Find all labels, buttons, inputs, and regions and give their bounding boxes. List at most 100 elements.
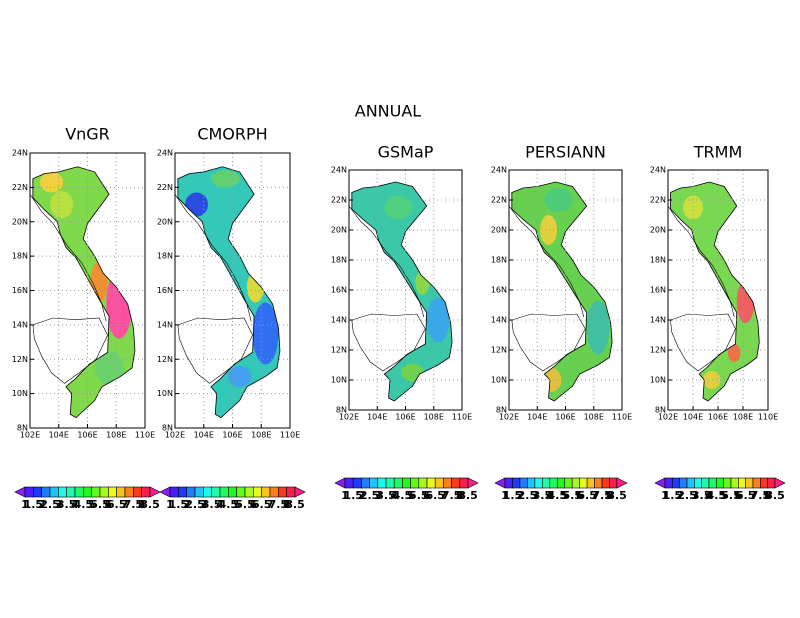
colorbar-box (91, 486, 101, 498)
colorbar-label: 8.5 (458, 489, 478, 502)
y-tick-label: 14N (12, 320, 28, 329)
colorbar-box (344, 477, 354, 489)
y-tick-label: 18N (157, 252, 173, 261)
rain-patch (210, 170, 240, 188)
colorbar-label: 2.5 (677, 489, 697, 502)
rain-patch (541, 368, 562, 392)
country-fill (511, 182, 613, 401)
y-tick-label: 24N (157, 149, 173, 158)
y-tick-label: 16N (491, 286, 507, 295)
colorbar-label: 2.5 (518, 489, 538, 502)
colorbar-box (99, 486, 109, 498)
colorbar-label: 3.5 (533, 489, 553, 502)
colorbar-arrow (294, 486, 306, 498)
colorbar-box (708, 477, 717, 489)
x-tick-label: 108E (584, 413, 604, 422)
map-frame (667, 169, 769, 411)
panel-title: CMORPH (197, 125, 267, 144)
x-tick-label: 106E (77, 431, 97, 440)
y-tick-label: 18N (650, 256, 666, 265)
border (32, 317, 108, 384)
colorbar-label: 3.5 (202, 498, 222, 511)
colorbar-label: 4.5 (219, 498, 239, 511)
rain-patch (252, 302, 279, 365)
y-tick-label: 22N (491, 196, 507, 205)
colorbar-label: 3.5 (376, 489, 396, 502)
colorbar-label: 1 (166, 498, 174, 511)
colorbar-box (760, 477, 768, 489)
y-tick-label: 16N (650, 286, 666, 295)
colorbar-label: 4.5 (74, 498, 94, 511)
colorbar-arrow (334, 477, 346, 489)
colorbar-label: 1 (341, 489, 349, 502)
colorbar-box (402, 477, 411, 489)
y-tick-label: 18N (491, 256, 507, 265)
colorbar-label: 7.5 (592, 489, 612, 502)
colorbar-box (141, 486, 151, 498)
coastline (511, 181, 613, 402)
colorbar-label: 8.5 (607, 489, 627, 502)
y-tick-label: 8N (496, 406, 507, 415)
colorbar-label: 3 (691, 489, 699, 502)
figure-title: ANNUAL (355, 102, 422, 121)
y-tick-label: 24N (650, 166, 666, 175)
y-tick-label: 18N (331, 256, 347, 265)
colorbar-box (361, 477, 370, 489)
colorbar-box (194, 486, 204, 498)
colorbar-label: 8 (138, 498, 146, 511)
colorbar-box (286, 486, 296, 498)
y-tick-label: 12N (331, 346, 347, 355)
colorbar-box (542, 477, 551, 489)
colorbar-label: 2 (358, 489, 366, 502)
colorbar-label: 1.5 (343, 489, 363, 502)
colorbar-box (49, 486, 59, 498)
y-tick-label: 12N (12, 355, 28, 364)
coastline (670, 181, 760, 402)
y-tick-label: 10N (12, 389, 28, 398)
colorbar-box (58, 486, 67, 498)
colorbar-box (519, 477, 528, 489)
colorbar-box (534, 477, 543, 489)
colorbar-box (723, 477, 732, 489)
colorbar-label: 3 (200, 498, 208, 511)
border (670, 313, 736, 372)
y-tick-label: 14N (650, 316, 666, 325)
colorbar-label: 5.5 (235, 498, 255, 511)
rain-patch (736, 281, 755, 323)
colorbar-label: 4.5 (393, 489, 413, 502)
rain-patch (540, 215, 558, 245)
y-tick-label: 8N (162, 424, 173, 433)
colorbar-label: 6 (250, 498, 258, 511)
colorbar-label: 1 (21, 498, 29, 511)
rain-patch (50, 190, 74, 219)
x-tick-label: 108E (733, 413, 753, 422)
x-tick-label: 102E (20, 431, 40, 440)
x-tick-label: 110E (758, 413, 778, 422)
colorbar-label: 1 (501, 489, 509, 502)
y-tick-label: 20N (12, 217, 28, 226)
rain-patch (728, 344, 741, 362)
border (351, 313, 426, 372)
colorbar-label: 5 (720, 489, 728, 502)
colorbar-label: 4 (705, 489, 713, 502)
y-tick-label: 22N (650, 196, 666, 205)
y-tick-label: 12N (157, 355, 173, 364)
colorbar-label: 4 (546, 489, 554, 502)
colorbar-label: 8 (606, 489, 614, 502)
y-tick-label: 14N (491, 316, 507, 325)
colorbar-label: 1 (661, 489, 669, 502)
y-tick-label: 20N (157, 217, 173, 226)
colorbar-label: 2.5 (185, 498, 205, 511)
x-tick-label: 110E (612, 413, 632, 422)
coastline (351, 181, 453, 402)
colorbar-label: 2 (516, 489, 524, 502)
colorbar-box (686, 477, 695, 489)
x-tick-label: 106E (708, 413, 728, 422)
colorbar-box (594, 477, 603, 489)
border (667, 205, 735, 318)
colorbar-box (253, 486, 262, 498)
map-frame (174, 152, 291, 429)
colorbar-label: 7.5 (124, 498, 144, 511)
y-tick-label: 14N (331, 316, 347, 325)
colorbar-box (571, 477, 580, 489)
